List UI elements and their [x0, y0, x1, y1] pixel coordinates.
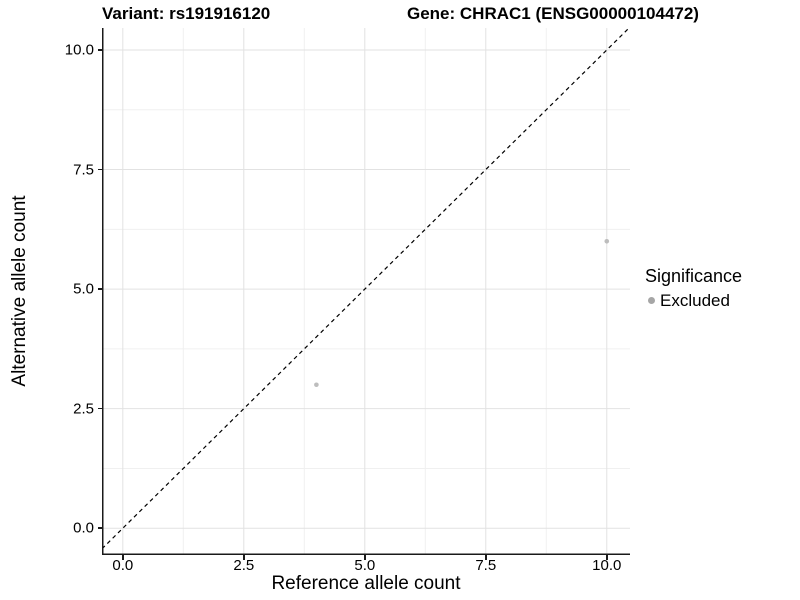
y-axis-title: Alternative allele count — [9, 195, 30, 387]
y-tick-mark — [97, 168, 102, 171]
x-tick-mark — [122, 555, 124, 560]
x-tick-label: 0.0 — [112, 557, 134, 574]
x-tick-mark — [485, 555, 487, 560]
y-tick-label: 7.5 — [73, 161, 94, 179]
legend-title: Significance — [645, 266, 743, 286]
x-tick-mark — [243, 555, 245, 560]
y-tick-mark — [97, 527, 102, 529]
x-tick-label: 7.5 — [475, 557, 497, 574]
legend-item-label: Excluded — [660, 290, 730, 310]
plot-title-gene: Gene: CHRAC1 (ENSG00000104472) — [407, 4, 699, 23]
y-tick-mark — [97, 407, 102, 410]
x-axis-title: Reference allele count — [271, 573, 461, 594]
y-tick-mark — [97, 288, 102, 290]
x-tick-label: 2.5 — [233, 557, 255, 574]
data-point — [604, 238, 610, 244]
plot-title-variant: Variant: rs191916120 — [102, 4, 271, 23]
legend-items: Excluded — [645, 291, 742, 311]
y-tick-label: 0.0 — [73, 519, 94, 537]
x-tick-mark — [364, 555, 366, 560]
y-tick-mark — [97, 49, 102, 51]
legend: Significance Excluded — [645, 266, 742, 311]
x-tick-label: 5.0 — [354, 557, 376, 574]
y-tick-label: 2.5 — [73, 400, 94, 418]
x-tick-mark — [606, 555, 608, 560]
y-tick-label: 10.0 — [64, 41, 94, 59]
data-point — [314, 382, 319, 388]
y-tick-label: 5.0 — [73, 280, 94, 298]
legend-item: Excluded — [648, 291, 742, 311]
plot-panel — [102, 28, 630, 555]
legend-point-icon — [648, 297, 655, 305]
identity-line — [102, 28, 630, 550]
x-tick-label: 10.0 — [592, 557, 622, 574]
